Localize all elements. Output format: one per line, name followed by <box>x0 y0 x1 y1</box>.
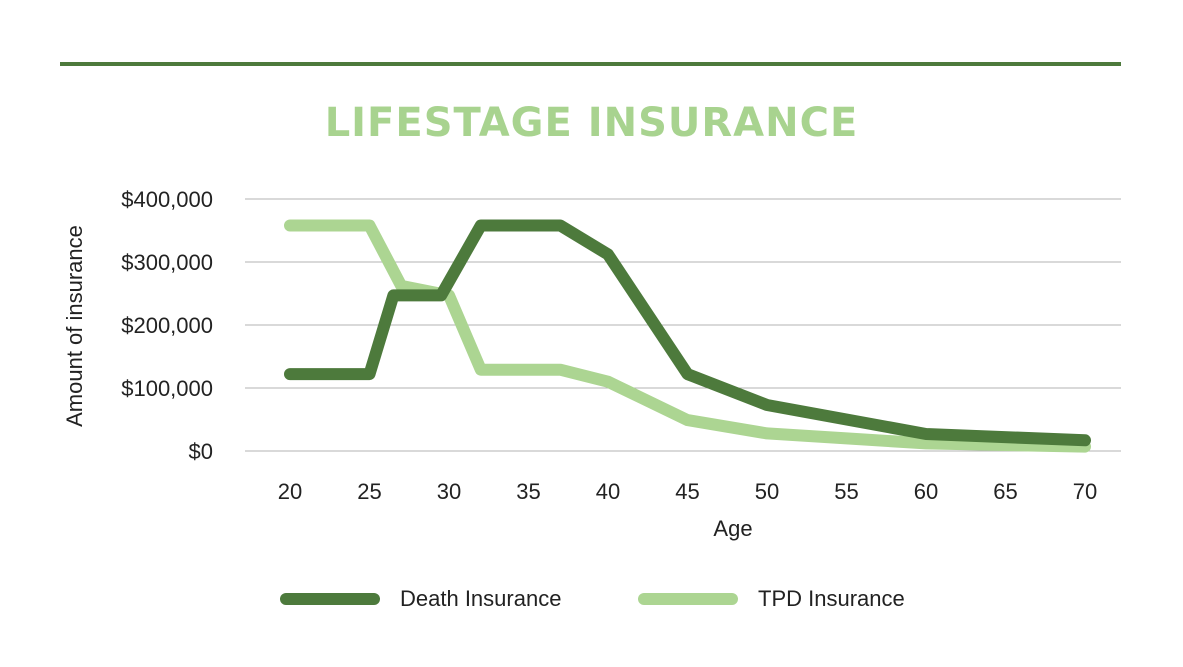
top-rule <box>60 62 1121 66</box>
x-tick-label: 70 <box>1073 479 1097 504</box>
series-line-death-insurance <box>284 219 1091 447</box>
y-axis-label: Amount of insurance <box>62 225 87 427</box>
legend-item-tpd: TPD Insurance <box>638 584 905 614</box>
legend-label-tpd: TPD Insurance <box>758 586 905 611</box>
x-tick-label: 20 <box>278 479 302 504</box>
x-tick-label: 30 <box>437 479 461 504</box>
legend-swatch-death <box>280 593 380 605</box>
chart-title: LIFESTAGE INSURANCE <box>324 100 859 146</box>
x-tick-label: 35 <box>516 479 540 504</box>
legend-item-death: Death Insurance <box>280 584 561 614</box>
x-tick-label: 60 <box>914 479 938 504</box>
y-tick-labels: $0 $100,000 $200,000 $300,000 $400,000 <box>121 187 213 464</box>
legend-swatch-tpd <box>638 593 738 605</box>
legend-label-death: Death Insurance <box>400 586 562 611</box>
x-tick-label: 45 <box>675 479 699 504</box>
x-tick-label: 50 <box>755 479 779 504</box>
y-tick-label: $200,000 <box>121 313 213 338</box>
x-axis-label: Age <box>713 516 752 541</box>
y-tick-label: $400,000 <box>121 187 213 212</box>
x-tick-label: 25 <box>357 479 381 504</box>
x-tick-label: 40 <box>596 479 620 504</box>
y-tick-label: $300,000 <box>121 250 213 275</box>
series-lines <box>284 219 1091 453</box>
y-tick-label: $0 <box>189 439 213 464</box>
x-tick-label: 55 <box>834 479 858 504</box>
x-tick-label: 65 <box>993 479 1017 504</box>
series-line-tpd-insurance <box>284 219 1091 453</box>
x-tick-labels: 20 25 30 35 40 45 50 55 60 65 70 <box>278 479 1097 504</box>
y-tick-label: $100,000 <box>121 376 213 401</box>
